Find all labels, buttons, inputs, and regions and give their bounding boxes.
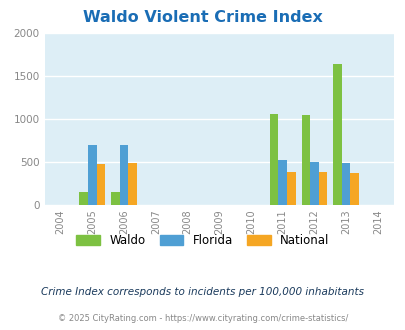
Bar	[269, 114, 278, 205]
Legend: Waldo, Florida, National: Waldo, Florida, National	[71, 229, 334, 251]
Bar	[128, 163, 136, 205]
Bar	[111, 192, 119, 205]
Bar	[88, 145, 96, 205]
Bar	[79, 192, 88, 205]
Bar	[301, 115, 309, 205]
Bar	[96, 164, 105, 205]
Bar	[278, 160, 286, 205]
Text: Waldo Violent Crime Index: Waldo Violent Crime Index	[83, 10, 322, 25]
Bar	[286, 172, 295, 205]
Bar	[341, 163, 350, 205]
Bar	[333, 64, 341, 205]
Bar	[350, 173, 358, 205]
Bar	[318, 172, 326, 205]
Text: Crime Index corresponds to incidents per 100,000 inhabitants: Crime Index corresponds to incidents per…	[41, 287, 364, 297]
Bar	[309, 162, 318, 205]
Text: © 2025 CityRating.com - https://www.cityrating.com/crime-statistics/: © 2025 CityRating.com - https://www.city…	[58, 314, 347, 323]
Bar	[119, 145, 128, 205]
